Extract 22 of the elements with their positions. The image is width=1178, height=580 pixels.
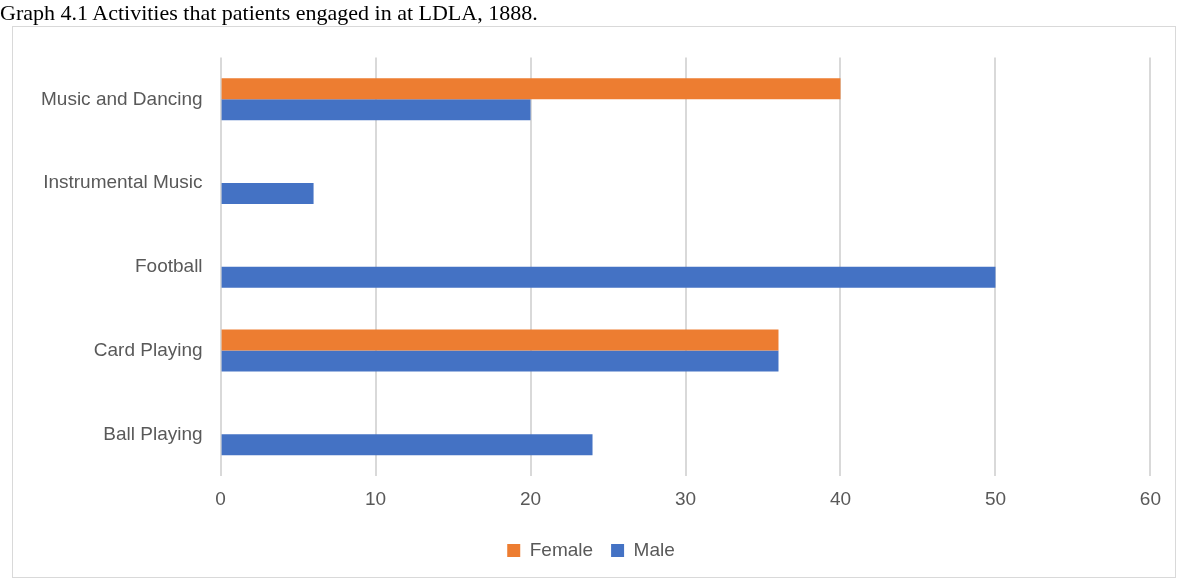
y-tick-label: Ball Playing	[103, 422, 203, 444]
bar	[221, 434, 593, 456]
x-tick-label: 20	[519, 487, 542, 509]
bar	[221, 99, 531, 121]
x-tick-label: 40	[829, 487, 852, 509]
x-tick-label: 30	[674, 487, 697, 509]
y-tick-label: Football	[134, 255, 203, 277]
bar	[221, 350, 779, 372]
chart-title: Graph 4.1 Activities that patients engaged in at LDLA, 1888.	[0, 0, 538, 26]
y-tick-label: Card Playing	[93, 338, 203, 360]
bar	[221, 329, 779, 351]
bar	[221, 266, 996, 288]
bar	[221, 183, 314, 204]
x-tick-label: 60	[1139, 487, 1161, 509]
y-tick-label: Music and Dancing	[40, 87, 203, 109]
legend-label: Male	[633, 538, 675, 560]
legend-label: Female	[529, 538, 594, 560]
x-tick-label: 10	[364, 487, 387, 509]
x-tick-label: 0	[215, 487, 226, 509]
y-tick-label: Instrumental Music	[43, 171, 203, 193]
x-tick-label: 50	[984, 487, 1007, 509]
bar	[221, 78, 841, 100]
